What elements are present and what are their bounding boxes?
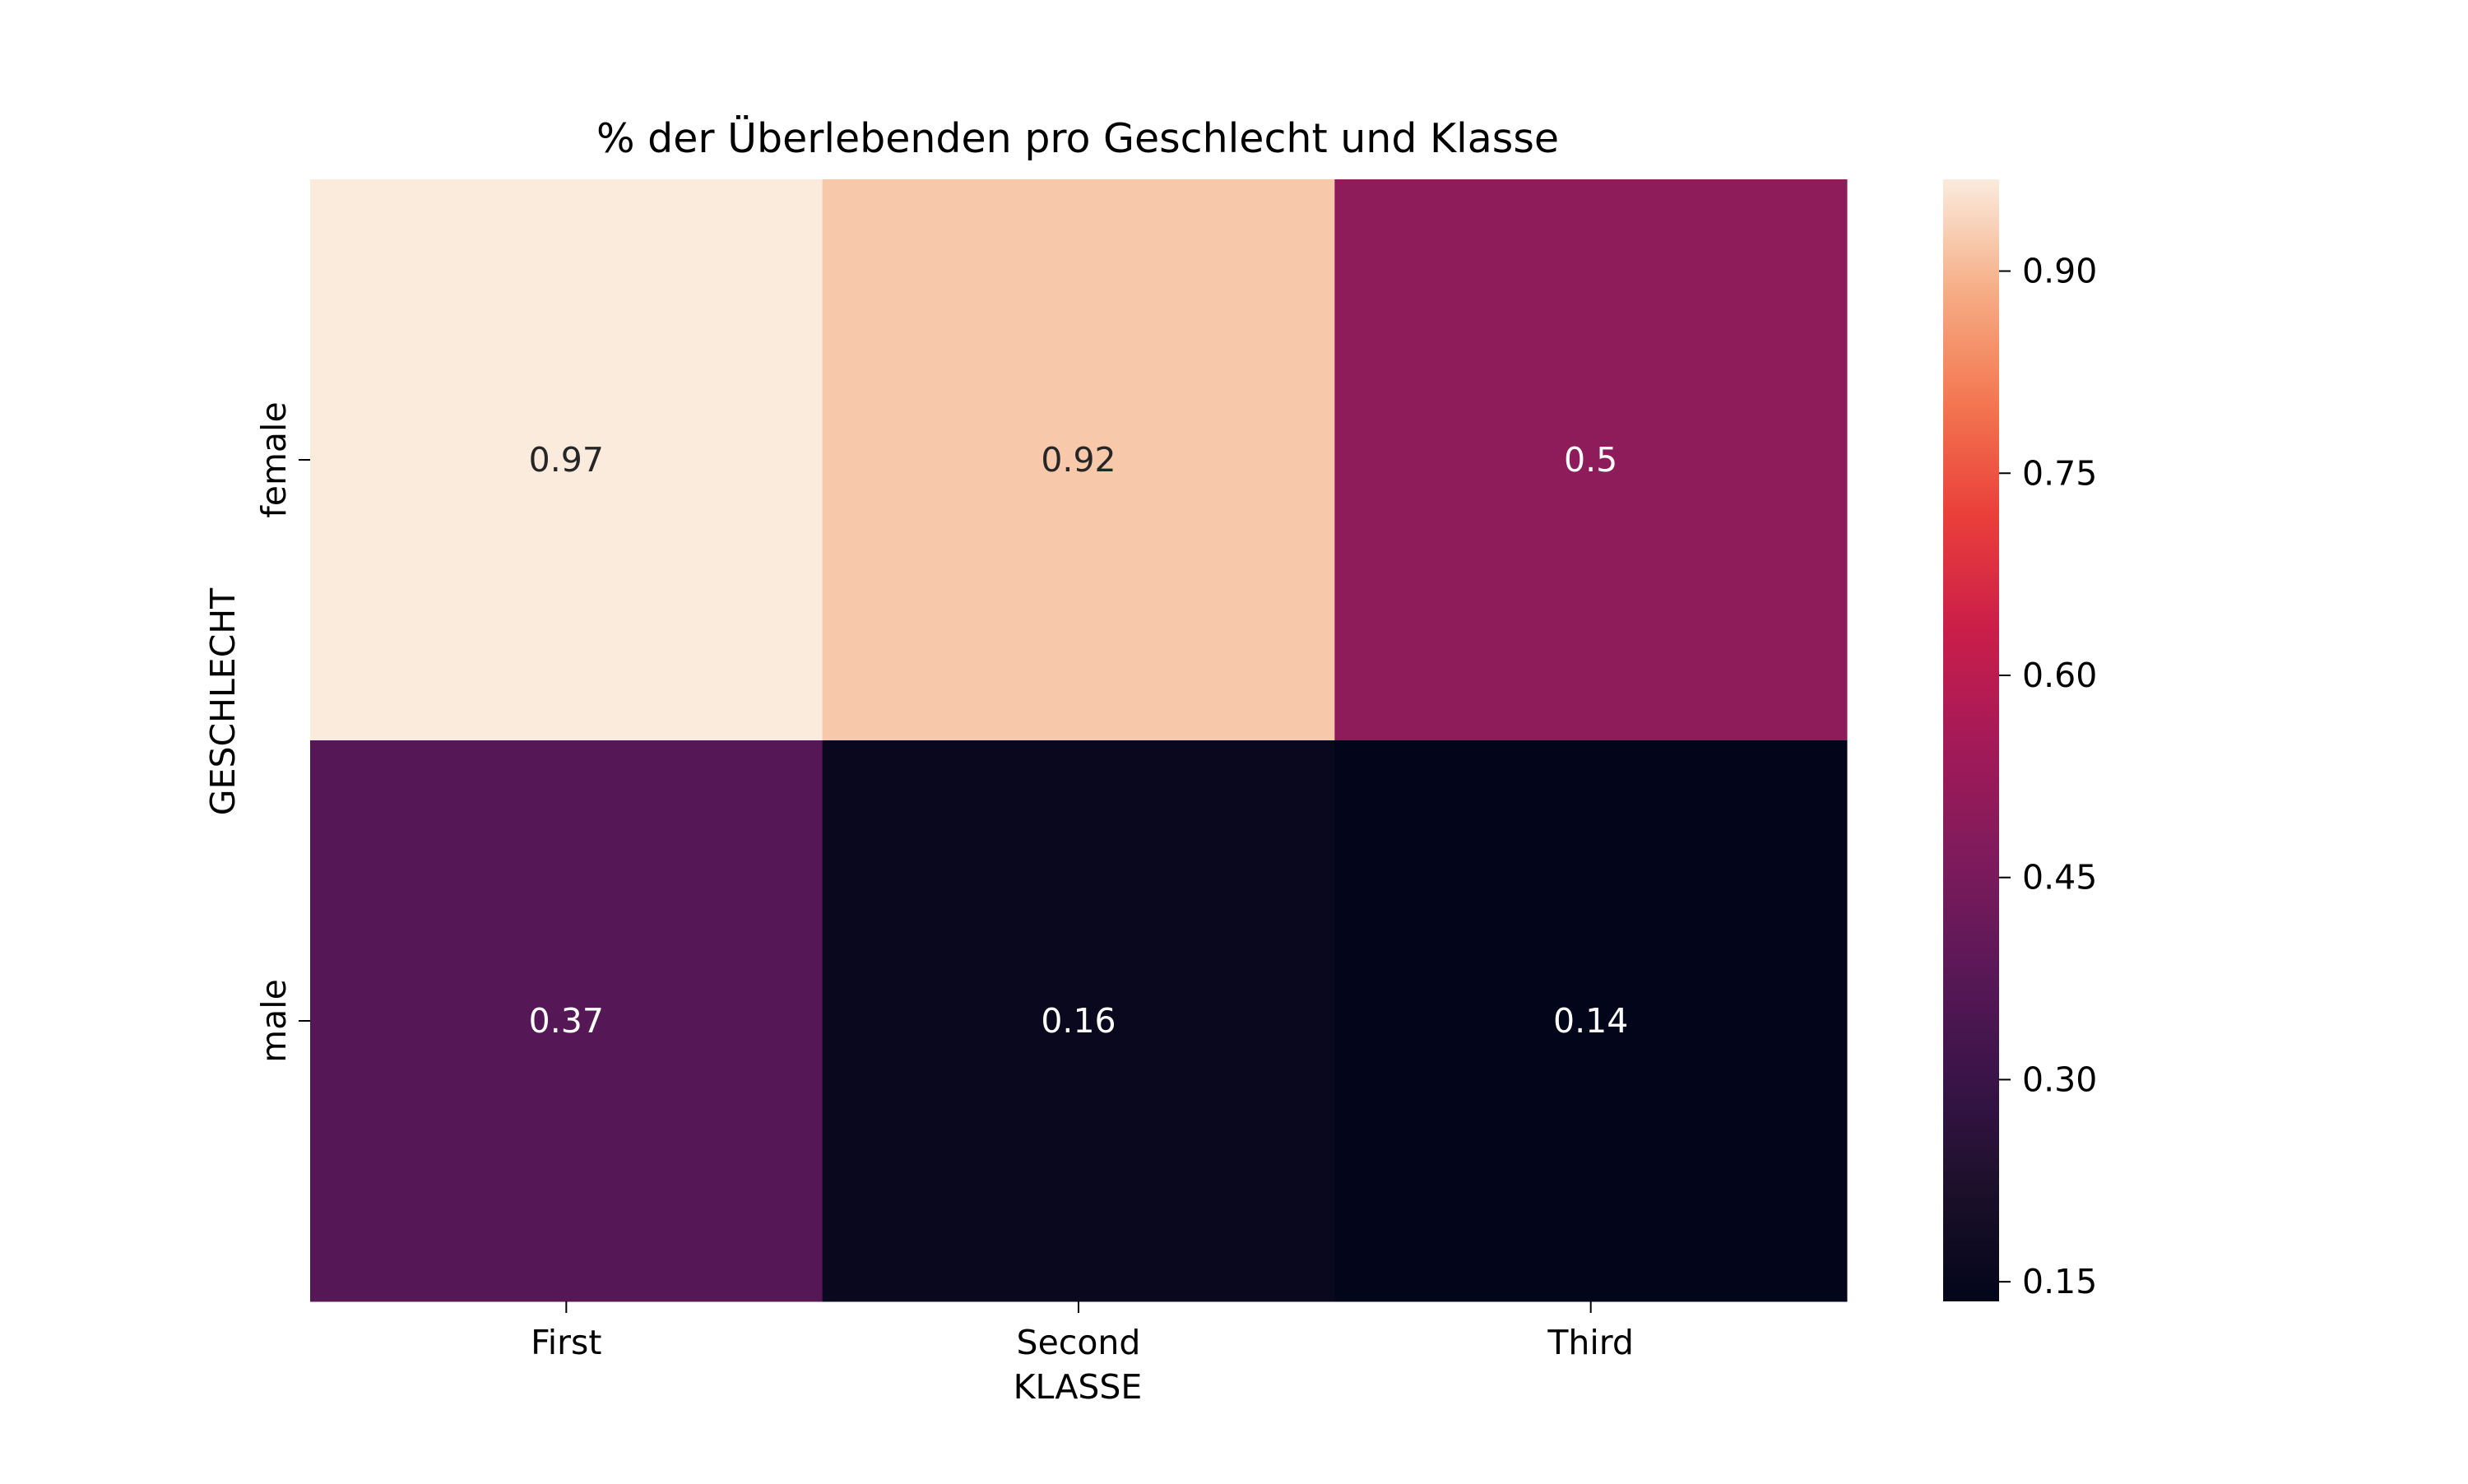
y-tick-label: male xyxy=(254,979,294,1063)
colorbar-tick-label: 0.60 xyxy=(2022,656,2097,695)
heatmap-cell-male-first xyxy=(310,740,823,1302)
x-tick-label: First xyxy=(531,1323,601,1362)
heatmap-cell-value: 0.92 xyxy=(1041,440,1116,480)
heatmap-cell-male-second xyxy=(822,740,1335,1302)
heatmap-cell-male-third xyxy=(1334,740,1848,1302)
heatmap-cell-female-first xyxy=(310,179,823,741)
y-axis: female male xyxy=(254,401,310,1063)
colorbar-tick-label: 0.30 xyxy=(2022,1060,2097,1099)
heatmap-cell-value: 0.14 xyxy=(1553,1001,1628,1041)
colorbar xyxy=(1943,179,1999,1301)
colorbar-tick-label: 0.15 xyxy=(2022,1262,2097,1301)
colorbar-ticks: 0.15 0.30 0.45 0.60 0.75 0.90 xyxy=(1999,252,2097,1301)
heatmap-cell-value: 0.97 xyxy=(529,440,604,480)
x-axis: First Second Third xyxy=(531,1301,1634,1362)
x-axis-label: KLASSE xyxy=(1014,1367,1143,1407)
heatmap-cell-value: 0.37 xyxy=(529,1001,604,1041)
heatmap-cell-value: 0.5 xyxy=(1564,440,1617,480)
y-axis-label: GESCHLECHT xyxy=(203,587,243,815)
colorbar-tick-label: 0.75 xyxy=(2022,453,2097,493)
x-tick-label: Second xyxy=(1017,1323,1141,1362)
heatmap-cell-female-second xyxy=(822,179,1335,741)
y-tick-label: female xyxy=(254,401,294,517)
chart-title: % der Überlebenden pro Geschlecht und Kl… xyxy=(596,114,1559,162)
heatmap-cell-labels: 0.97 0.92 0.5 0.37 0.16 0.14 xyxy=(529,440,1629,1041)
colorbar-tick-label: 0.90 xyxy=(2022,252,2097,291)
x-tick-label: Third xyxy=(1547,1323,1634,1362)
heatmap-cells xyxy=(310,179,1848,1302)
heatmap-cell-female-third xyxy=(1334,179,1848,741)
colorbar-tick-label: 0.45 xyxy=(2022,858,2097,897)
heatmap-cell-value: 0.16 xyxy=(1041,1001,1116,1041)
